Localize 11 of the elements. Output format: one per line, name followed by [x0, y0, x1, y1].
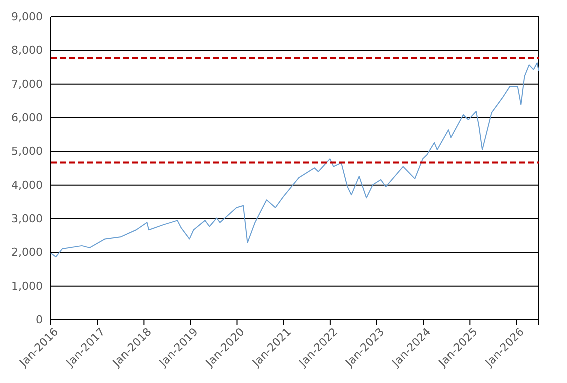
- y-tick-label: 1,000: [12, 280, 43, 293]
- y-tick-label: 4,000: [12, 178, 43, 192]
- line-series: [50, 62, 540, 258]
- y-tick-label: 2,000: [12, 246, 43, 260]
- y-tick-label: 8,000: [12, 44, 43, 58]
- y-tick-label: 0: [36, 314, 43, 327]
- y-tick-label: 7,000: [12, 78, 43, 91]
- y-tick-label: 5,000: [12, 145, 43, 158]
- y-tick-label: 6,000: [12, 112, 43, 125]
- y-tick-label: 3,000: [12, 212, 43, 226]
- y-tick-label: 9,000: [12, 10, 43, 24]
